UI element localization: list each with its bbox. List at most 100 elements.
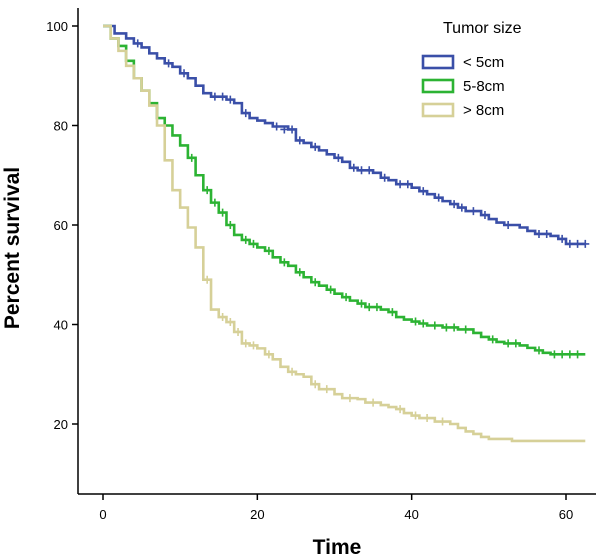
- y-tick-label: 20: [54, 417, 68, 432]
- censor-mark: [218, 92, 227, 101]
- censor-mark: [442, 323, 451, 332]
- censor-mark: [311, 142, 320, 151]
- axes: [77, 8, 596, 495]
- censor-mark: [241, 339, 250, 348]
- censor-mark: [249, 341, 258, 350]
- censor-mark: [295, 136, 304, 145]
- censor-mark: [180, 69, 189, 78]
- censor-mark: [434, 193, 443, 202]
- legend-title: Tumor size: [443, 20, 522, 37]
- censor-mark: [226, 318, 235, 327]
- censor-mark: [411, 411, 420, 420]
- legend-label: 5-8cm: [463, 78, 505, 95]
- censor-mark: [423, 414, 432, 423]
- legend-items: < 5cm 5-8cm > 8cm: [421, 54, 505, 119]
- x-axis-title: Time: [313, 536, 362, 557]
- censor-mark: [164, 59, 173, 68]
- censor-mark: [241, 109, 250, 118]
- censor-mark: [550, 350, 559, 359]
- legend-swatch: [421, 102, 455, 118]
- y-tick-label: 40: [54, 318, 68, 333]
- censor-mark: [311, 278, 320, 287]
- censor-mark: [573, 350, 582, 359]
- censor-mark: [218, 313, 227, 322]
- censor-mark: [342, 293, 351, 302]
- survival-curve: [103, 24, 586, 443]
- legend: Tumor size < 5cm 5-8cm > 8cm: [421, 20, 522, 119]
- survival-curve: [103, 24, 586, 356]
- series-3: [103, 24, 586, 443]
- censor-mark: [349, 163, 358, 172]
- series-2: [103, 24, 586, 359]
- censor-mark: [419, 187, 428, 196]
- censor-mark: [504, 339, 513, 348]
- censor-mark: [461, 325, 470, 334]
- censor-mark: [234, 327, 243, 336]
- censor-mark: [264, 246, 273, 255]
- censor-mark: [272, 122, 281, 131]
- censor-mark: [504, 221, 513, 229]
- censor-mark: [396, 180, 405, 189]
- censor-mark: [226, 95, 235, 104]
- censor-mark: [295, 268, 304, 277]
- censor-mark: [369, 398, 378, 407]
- censor-mark: [534, 346, 543, 355]
- censor-mark: [210, 198, 219, 207]
- censor-mark: [480, 211, 489, 220]
- censor-mark: [249, 239, 258, 248]
- legend-swatch: [421, 54, 455, 70]
- censor-mark: [403, 180, 412, 189]
- censor-mark: [558, 234, 567, 243]
- censor-mark: [469, 207, 478, 216]
- y-tick-label: 60: [54, 218, 68, 233]
- censor-mark: [411, 317, 420, 326]
- censor-mark: [345, 394, 354, 403]
- legend-swatch: [421, 78, 455, 94]
- censor-mark: [187, 153, 196, 162]
- legend-label: > 8cm: [463, 102, 504, 119]
- censor-mark: [488, 335, 497, 344]
- censor-mark: [264, 350, 273, 359]
- censor-mark: [326, 285, 335, 294]
- censor-mark: [565, 239, 574, 248]
- series-1: [103, 24, 590, 248]
- censor-mark: [288, 367, 297, 376]
- censor-mark: [372, 303, 381, 312]
- survival-curve: [103, 24, 586, 246]
- ticks: 0 20 40 60 20 40 60 80 100: [46, 19, 573, 522]
- censor-mark: [210, 92, 219, 101]
- y-tick-label: 100: [46, 19, 68, 34]
- censor-mark: [542, 229, 551, 238]
- censor-mark: [322, 385, 331, 394]
- censor-mark: [203, 186, 212, 195]
- censor-mark: [388, 308, 397, 317]
- censor-mark: [311, 380, 320, 389]
- x-tick-label: 0: [99, 507, 106, 522]
- censor-mark: [558, 350, 567, 359]
- censor-mark: [280, 258, 289, 267]
- y-axis-title: Percent survival: [1, 167, 24, 329]
- censor-mark: [430, 321, 439, 330]
- censor-mark: [241, 235, 250, 244]
- censor-mark: [438, 417, 447, 426]
- x-tick-label: 60: [559, 507, 573, 522]
- censor-mark: [419, 319, 428, 328]
- censor-mark: [288, 125, 297, 134]
- censor-mark: [133, 39, 142, 48]
- censor-mark: [280, 125, 289, 134]
- x-tick-label: 20: [250, 507, 264, 522]
- censor-mark: [365, 166, 374, 175]
- censor-mark: [457, 203, 466, 212]
- x-tick-label: 40: [404, 507, 418, 522]
- censor-mark: [581, 239, 590, 248]
- censor-mark: [450, 323, 459, 332]
- legend-label: < 5cm: [463, 54, 504, 71]
- censor-mark: [380, 173, 389, 182]
- series-layer: [103, 24, 590, 443]
- y-tick-label: 80: [54, 119, 68, 134]
- censor-mark: [396, 405, 405, 414]
- censor-mark: [450, 200, 459, 209]
- censor-mark: [357, 299, 366, 308]
- censor-mark: [511, 339, 520, 348]
